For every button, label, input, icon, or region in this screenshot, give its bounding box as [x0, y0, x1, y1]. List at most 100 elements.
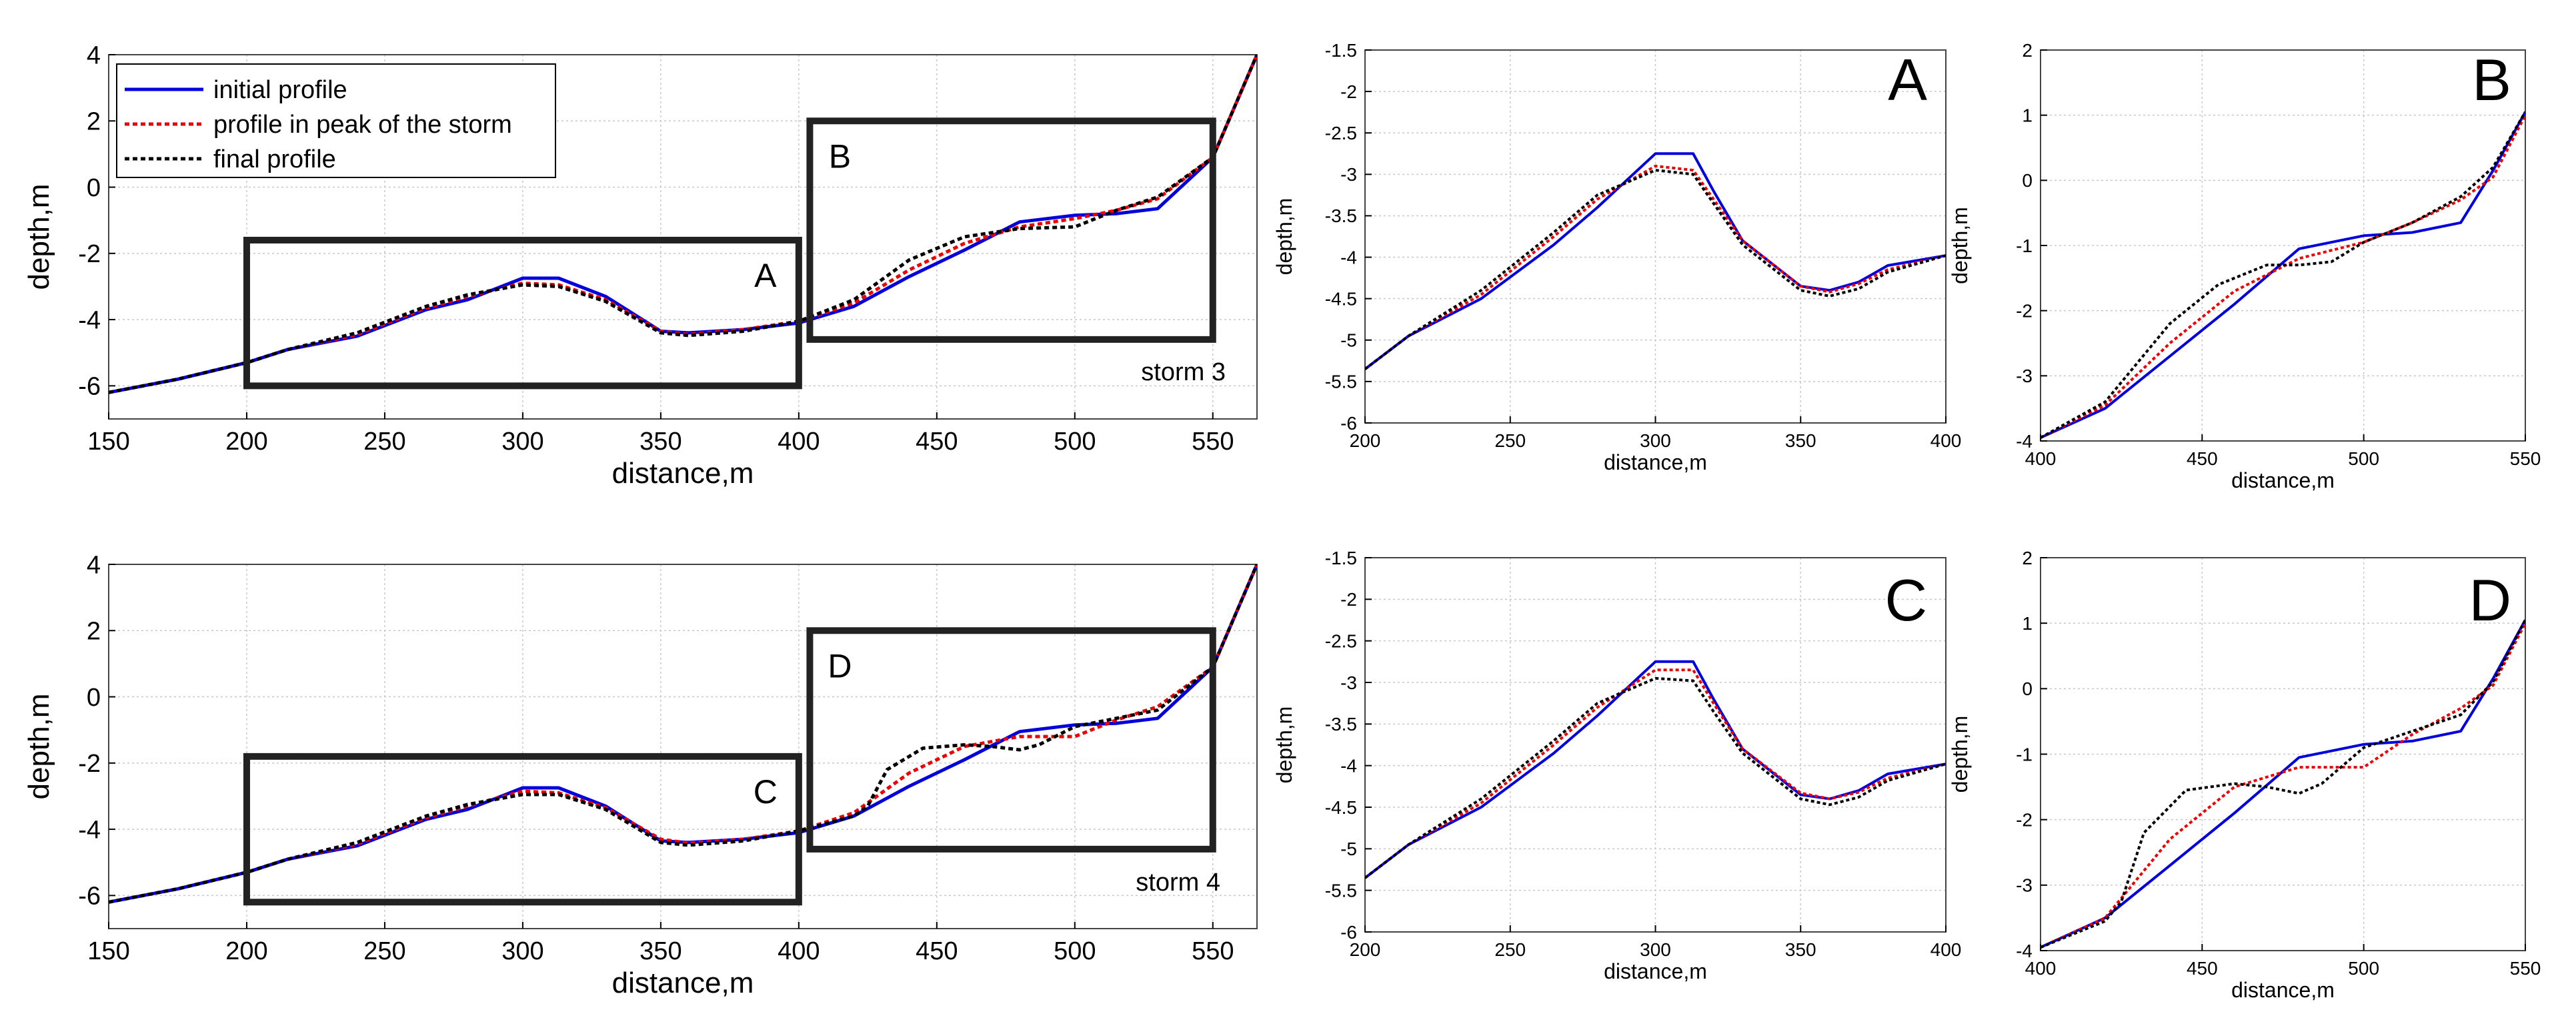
zoom-box-label: C [754, 773, 778, 811]
y-tick-label: -3 [2016, 366, 2033, 386]
legend-label: profile in peak of the storm [213, 111, 512, 139]
y-tick-label: -5.5 [1325, 372, 1357, 392]
y-axis-label: depth,m [1948, 207, 1972, 284]
y-axis-label: depth,m [1272, 706, 1296, 784]
x-tick-label: 450 [2187, 958, 2218, 979]
x-tick-label: 400 [1930, 939, 1962, 960]
y-tick-label: -3 [1340, 672, 1357, 693]
series-line-final-profile [109, 564, 1257, 904]
chart-zoom-D: 400 450 500 550 -4 -3 -2 -1 0 1 2 distance,m depth,m… [1948, 548, 2541, 1002]
y-tick-label: -4 [1340, 755, 1357, 776]
x-tick-label: 200 [1350, 939, 1381, 960]
panel-label: storm 4 [1136, 869, 1220, 897]
series-line-profile-in-peak-of-the-storm [2041, 114, 2525, 439]
y-tick-label: -2 [78, 750, 101, 778]
x-tick-label: 550 [1192, 937, 1234, 965]
y-tick-label: -3 [1340, 164, 1357, 185]
y-tick-label: 2 [2022, 40, 2033, 61]
x-tick-label: 150 [87, 937, 129, 965]
x-axis-label: distance,m [2231, 468, 2335, 492]
y-tick-label: -2 [1340, 81, 1357, 102]
x-tick-label: 300 [1640, 939, 1671, 960]
x-tick-label: 250 [363, 937, 405, 965]
panel-label: storm 3 [1141, 358, 1226, 386]
y-tick-label: -6 [1340, 413, 1357, 434]
y-tick-label: 2 [87, 108, 101, 136]
legend-label: initial profile [213, 76, 347, 104]
y-tick-label: -2.5 [1325, 123, 1357, 143]
y-tick-label: -4 [78, 816, 101, 844]
chart-zoom-B: 400 450 500 550 -4 -3 -2 -1 0 1 2 distance,m depth,m… [1948, 40, 2541, 492]
x-tick-label: 500 [1054, 428, 1096, 456]
y-tick-label: -4.5 [1325, 288, 1357, 309]
x-tick-label: 400 [778, 937, 820, 965]
x-tick-label: 450 [916, 937, 958, 965]
y-tick-label: 0 [87, 684, 101, 712]
y-tick-label: -5 [1340, 330, 1357, 351]
series-line-final-profile [1365, 169, 1946, 370]
x-tick-label: 200 [225, 937, 267, 965]
y-tick-label: 4 [87, 551, 101, 579]
chart-zoom-C: 200 250 300 350 400 -6 -5.5 -5 -4.5 -4 -3.5 -3 -2.5 -… [1272, 548, 1961, 983]
series-line-final-profile [2041, 111, 2525, 439]
series-line-initial-profile [2041, 619, 2525, 949]
panel-label: B [2472, 47, 2511, 113]
panel-label: D [2469, 567, 2511, 633]
x-tick-label: 350 [639, 937, 682, 965]
x-tick-label: 550 [1192, 428, 1234, 456]
zoom-box-label: D [828, 647, 852, 684]
plot-frame [108, 564, 1258, 929]
x-tick-label: 500 [1054, 937, 1096, 965]
legend-label: final profile [213, 145, 336, 173]
x-tick-label: 400 [2025, 958, 2057, 979]
y-tick-label: -2 [2016, 809, 2033, 830]
y-tick-label: -2 [1340, 589, 1357, 610]
y-axis-label: depth,m [1272, 198, 1296, 276]
legend: initial profile profile in peak of the st… [116, 63, 556, 178]
y-tick-label: -1 [2016, 744, 2033, 764]
y-tick-label: -6 [78, 373, 101, 401]
y-tick-label: -3.5 [1325, 205, 1357, 226]
x-tick-label: 200 [225, 428, 267, 456]
x-axis-label: distance,m [1604, 450, 1707, 474]
x-tick-label: 400 [1930, 430, 1962, 451]
x-tick-label: 450 [2187, 448, 2218, 469]
y-tick-label: -1 [2016, 235, 2033, 256]
zoom-box-B [806, 117, 1216, 343]
panel-label: A [1888, 47, 1927, 113]
series-line-profile-in-peak-of-the-storm [1365, 668, 1946, 879]
plot-frame [108, 54, 1258, 420]
y-tick-label: 1 [2022, 613, 2033, 634]
zoom-box-label: B [829, 137, 851, 175]
x-tick-label: 250 [363, 428, 405, 456]
y-tick-label: -4 [2016, 941, 2033, 961]
series-line-initial-profile [2041, 111, 2525, 439]
x-tick-label: 450 [916, 428, 958, 456]
series-line-initial-profile [1365, 152, 1946, 370]
series-line-final-profile [2041, 619, 2525, 949]
y-tick-label: -2.5 [1325, 630, 1357, 651]
x-tick-label: 550 [2510, 958, 2541, 979]
zoom-box-label: A [754, 257, 777, 294]
y-tick-label: 0 [87, 174, 101, 202]
y-tick-label: 4 [87, 41, 101, 69]
y-tick-label: -1.5 [1325, 40, 1357, 61]
y-tick-label: 2 [87, 618, 101, 646]
y-axis-label: depth,m [23, 694, 55, 800]
zoom-box-C [243, 752, 802, 906]
y-tick-label: 0 [2022, 678, 2033, 699]
x-axis-label: distance,m [612, 967, 754, 999]
chart-zoom-A: 200 250 300 350 400 -6 -5.5 -5 -4.5 -4 -3.5 -3 -2.5 -… [1272, 40, 1961, 474]
y-tick-label: -3 [2016, 875, 2033, 896]
zoom-box-A [243, 236, 802, 390]
y-axis-label: depth,m [1948, 716, 1972, 793]
y-tick-label: 0 [2022, 170, 2033, 191]
y-tick-label: -5 [1340, 839, 1357, 859]
series-line-profile-in-peak-of-the-storm [109, 55, 1257, 394]
y-tick-label: -4.5 [1325, 797, 1357, 818]
x-tick-label: 200 [1350, 430, 1381, 451]
series-line-profile-in-peak-of-the-storm [2041, 622, 2525, 949]
y-tick-label: 2 [2022, 548, 2033, 568]
y-tick-label: 1 [2022, 105, 2033, 125]
